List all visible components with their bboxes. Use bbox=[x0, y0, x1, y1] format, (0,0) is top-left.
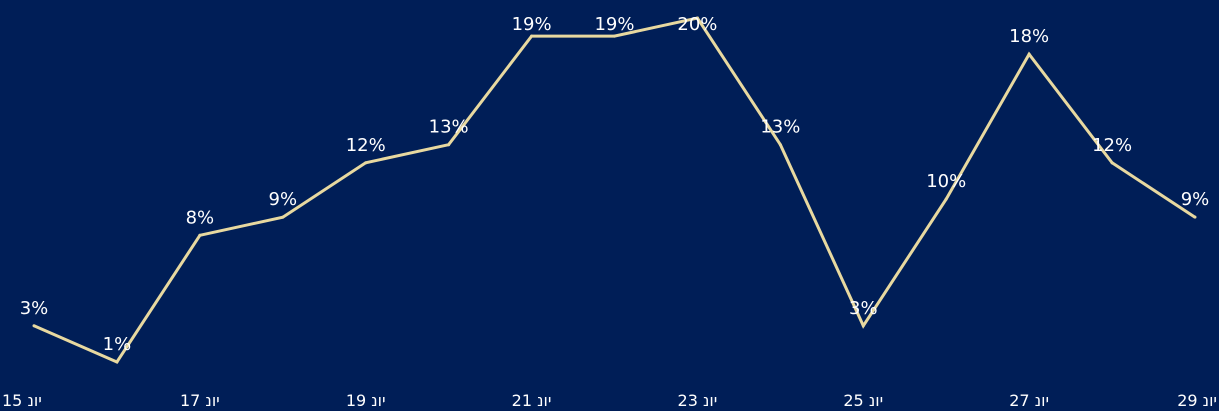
x-tick-label: 17 יונ bbox=[180, 391, 220, 410]
data-point bbox=[1193, 215, 1197, 219]
data-label: 19% bbox=[594, 14, 634, 35]
data-label: 20% bbox=[677, 14, 717, 35]
data-label: 1% bbox=[103, 334, 132, 355]
data-label: 9% bbox=[1181, 189, 1210, 210]
data-label: 12% bbox=[346, 135, 386, 156]
data-point bbox=[447, 143, 451, 147]
data-label: 18% bbox=[1009, 26, 1049, 47]
data-label: 13% bbox=[429, 117, 469, 138]
data-point bbox=[364, 161, 368, 165]
data-label: 10% bbox=[926, 171, 966, 192]
data-label: 8% bbox=[186, 207, 215, 228]
x-tick-label: 25 יונ bbox=[843, 391, 883, 410]
data-point bbox=[1027, 52, 1031, 56]
data-label: 9% bbox=[269, 189, 298, 210]
data-point bbox=[861, 324, 865, 328]
x-tick-label: 15 יונ bbox=[2, 391, 42, 410]
series-line bbox=[33, 16, 1196, 364]
data-point bbox=[613, 34, 616, 38]
data-point bbox=[530, 34, 534, 38]
data-point bbox=[1110, 161, 1114, 165]
x-tick-label: 21 יונ bbox=[512, 391, 552, 410]
data-label: 13% bbox=[760, 117, 800, 138]
data-label: 3% bbox=[849, 298, 878, 319]
data-label: 3% bbox=[20, 298, 49, 319]
x-tick-label: 23 יונ bbox=[678, 391, 718, 410]
data-point bbox=[695, 16, 699, 20]
data-point bbox=[778, 143, 782, 147]
data-point bbox=[198, 233, 202, 237]
x-tick-label: 19 יונ bbox=[346, 391, 386, 410]
x-tick-label: 29 יונ bbox=[1177, 391, 1217, 410]
data-point bbox=[115, 360, 119, 364]
data-label: 19% bbox=[512, 14, 552, 35]
data-point bbox=[944, 197, 948, 201]
data-point bbox=[32, 324, 36, 328]
data-label: 12% bbox=[1092, 135, 1132, 156]
data-point bbox=[281, 215, 285, 219]
x-tick-label: 27 יונ bbox=[1009, 391, 1049, 410]
